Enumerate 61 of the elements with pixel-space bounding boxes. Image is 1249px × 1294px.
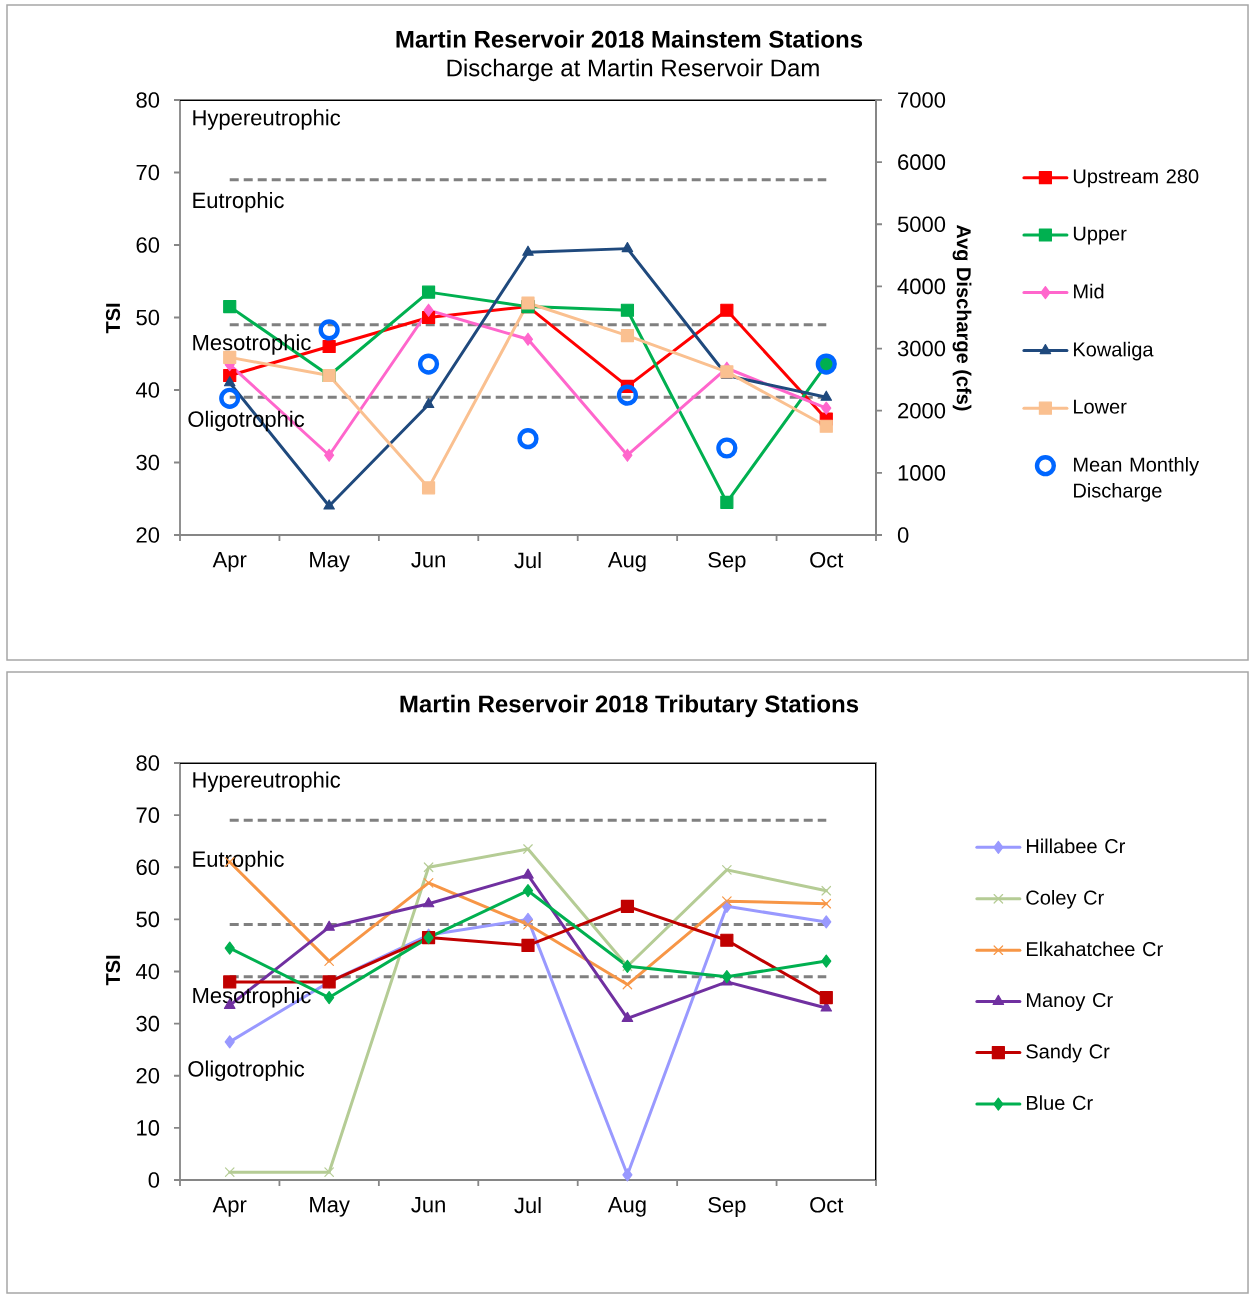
legend-label: Blue Cr: [1027, 1095, 1093, 1110]
y2-tick-label: 3000: [897, 340, 946, 357]
x-tick-label: Jun: [411, 552, 445, 568]
y2-axis-title: Avg Discharge (cfs): [952, 224, 972, 411]
x-tick-label: Jul: [514, 552, 541, 569]
y2-tick-label: 0: [897, 527, 909, 543]
y-tick-label: 60: [136, 859, 160, 876]
x-tick-label: Apr: [212, 552, 247, 572]
y-tick-label: 0: [148, 1172, 160, 1188]
chart-subtitle: Discharge at Martin Reservoir Dam: [447, 58, 819, 82]
x-tick-label: Jul: [514, 1197, 541, 1214]
y-axis-title: TSI: [105, 955, 121, 986]
y-tick-label: 10: [137, 1120, 160, 1136]
annotation: Oligotrophic: [188, 1060, 305, 1081]
legend-label: Mid: [1074, 283, 1104, 299]
legend-label: Mean Monthly Discharge: [1074, 456, 1200, 502]
x-tick-label: Oct: [810, 1197, 844, 1213]
y-tick-label: 80: [136, 92, 160, 108]
y2-tick-label: 2000: [898, 402, 946, 419]
y-tick-label: 50: [136, 911, 160, 928]
y-tick-label: 40: [135, 963, 160, 980]
annotation: Eutrophic: [193, 191, 284, 213]
legend-label: Manoy Cr: [1027, 992, 1113, 1012]
legend-label: Elkahatchee Cr: [1027, 941, 1163, 957]
y-tick-label: 20: [136, 1067, 160, 1084]
legend-label: Upstream 280: [1073, 169, 1199, 188]
x-tick-label: Jun: [411, 1197, 445, 1213]
y2-tick-label: 5000: [897, 216, 946, 233]
annotation: Hypereutrophic: [193, 109, 341, 130]
y2-tick-label: 4000: [897, 278, 946, 295]
legend-label: Coley Cr: [1026, 890, 1104, 909]
y-tick-label: 50: [136, 309, 160, 326]
legend-label: Hillabee Cr: [1027, 838, 1126, 854]
x-tick-label: Apr: [212, 1197, 247, 1217]
legend-label: Kowaliga: [1074, 341, 1154, 361]
y-tick-label: 20: [136, 527, 160, 543]
y-tick-label: 40: [135, 382, 160, 398]
annotation: Eutrophic: [193, 850, 284, 872]
x-tick-label: May: [310, 1197, 350, 1217]
legend-label: Upper: [1073, 226, 1127, 245]
chart-title: Martin Reservoir 2018 Tributary Stations: [400, 694, 859, 718]
annotation: Hypereutrophic: [193, 771, 341, 793]
y-tick-label: 30: [136, 454, 160, 471]
y2-tick-label: 1000: [898, 465, 946, 481]
x-tick-label: Aug: [607, 552, 646, 572]
y-tick-label: 60: [136, 237, 160, 253]
y-tick-label: 30: [136, 1015, 160, 1032]
y-axis-title: TSI: [105, 303, 121, 334]
x-tick-label: Sep: [708, 1197, 746, 1217]
y2-tick-label: 7000: [898, 92, 946, 108]
chart-title: Martin Reservoir 2018 Mainstem Stations: [396, 30, 863, 48]
y-tick-label: 80: [136, 755, 160, 771]
legend-label: Sandy Cr: [1026, 1043, 1110, 1063]
x-tick-label: Sep: [708, 552, 746, 572]
x-tick-label: May: [310, 552, 350, 572]
y2-tick-label: 6000: [898, 154, 946, 170]
x-tick-label: Aug: [607, 1197, 646, 1217]
y-tick-label: 70: [136, 164, 160, 181]
legend-label: Lower: [1074, 399, 1127, 414]
x-tick-label: Oct: [810, 552, 844, 568]
y-tick-label: 70: [136, 807, 160, 823]
